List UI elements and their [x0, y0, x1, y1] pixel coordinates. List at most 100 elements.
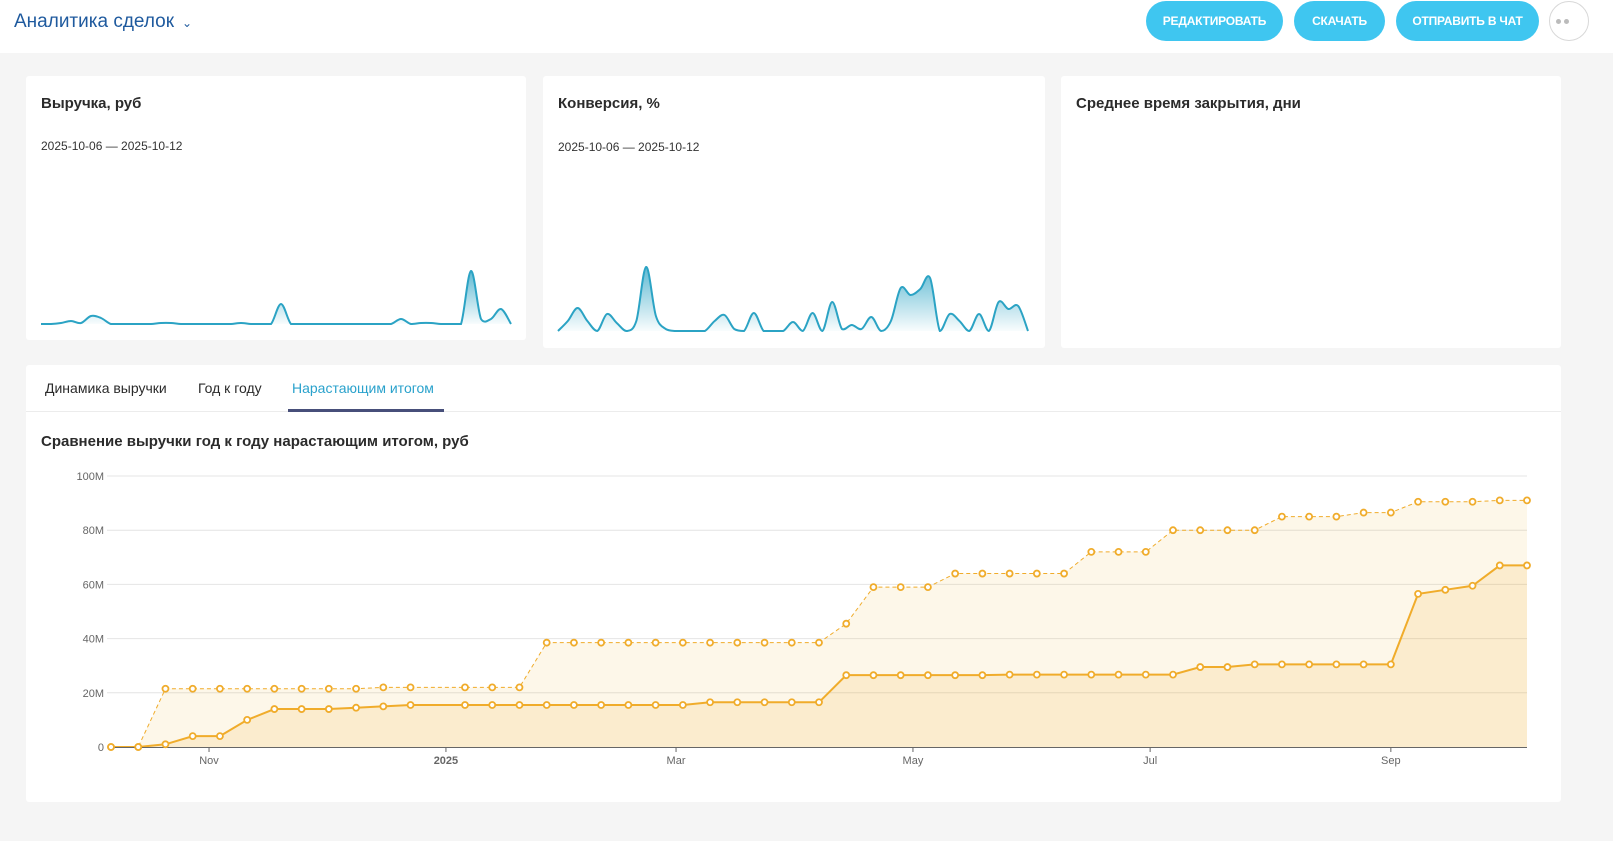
data-point-previous-year[interactable] — [243, 684, 252, 693]
data-point-current-year[interactable] — [1196, 663, 1205, 671]
dashboard-title-dropdown[interactable]: Аналитика сделок ⌄ — [14, 11, 192, 33]
data-point-current-year[interactable] — [896, 671, 905, 680]
data-point-previous-year[interactable] — [978, 569, 987, 578]
data-point-previous-year[interactable] — [1169, 526, 1177, 535]
data-point-current-year[interactable] — [678, 701, 687, 709]
data-point-previous-year[interactable] — [216, 684, 224, 693]
data-point-current-year[interactable] — [978, 671, 987, 680]
data-point-current-year[interactable] — [1141, 670, 1150, 679]
data-point-previous-year[interactable] — [597, 638, 606, 647]
data-point-current-year[interactable] — [624, 701, 633, 709]
data-point-previous-year[interactable] — [352, 684, 360, 693]
data-point-current-year[interactable] — [787, 698, 796, 707]
data-point-previous-year[interactable] — [461, 683, 469, 692]
tab-year-over-year[interactable]: Год к году — [198, 380, 262, 396]
data-point-previous-year[interactable] — [651, 638, 660, 647]
data-point-current-year[interactable] — [597, 701, 606, 709]
data-point-previous-year[interactable] — [406, 683, 415, 692]
data-point-current-year[interactable] — [297, 705, 306, 713]
data-point-previous-year[interactable] — [1114, 547, 1123, 556]
more-options-button[interactable] — [1549, 1, 1589, 41]
data-point-previous-year[interactable] — [1414, 497, 1422, 506]
data-point-previous-year[interactable] — [896, 583, 905, 592]
data-point-current-year[interactable] — [161, 740, 170, 749]
data-point-current-year[interactable] — [1414, 589, 1422, 598]
data-point-current-year[interactable] — [1278, 660, 1286, 669]
data-point-previous-year[interactable] — [1386, 508, 1395, 517]
data-point-current-year[interactable] — [134, 743, 143, 751]
data-point-current-year[interactable] — [1495, 561, 1504, 570]
download-button[interactable]: СКАЧАТЬ — [1294, 1, 1385, 41]
data-point-current-year[interactable] — [1468, 581, 1477, 590]
data-point-current-year[interactable] — [1523, 561, 1531, 570]
tab-cumulative[interactable]: Нарастающим итогом — [292, 380, 434, 396]
data-point-current-year[interactable] — [1169, 670, 1177, 679]
data-point-previous-year[interactable] — [624, 638, 633, 647]
data-point-previous-year[interactable] — [1495, 496, 1504, 505]
data-point-current-year[interactable] — [243, 715, 252, 724]
data-point-current-year[interactable] — [1332, 660, 1341, 669]
data-point-current-year[interactable] — [1223, 663, 1232, 671]
data-point-current-year[interactable] — [542, 701, 551, 709]
data-point-previous-year[interactable] — [1060, 569, 1068, 578]
data-point-current-year[interactable] — [1032, 670, 1041, 679]
data-point-previous-year[interactable] — [324, 684, 333, 693]
data-point-current-year[interactable] — [706, 698, 714, 707]
data-point-current-year[interactable] — [1060, 670, 1068, 679]
data-point-previous-year[interactable] — [542, 638, 551, 647]
data-point-current-year[interactable] — [951, 671, 960, 680]
data-point-previous-year[interactable] — [270, 684, 279, 693]
data-point-current-year[interactable] — [570, 701, 578, 709]
data-point-current-year[interactable] — [1305, 660, 1314, 669]
data-point-previous-year[interactable] — [815, 638, 823, 647]
data-point-previous-year[interactable] — [1441, 497, 1450, 506]
data-point-previous-year[interactable] — [1523, 496, 1531, 505]
data-point-current-year[interactable] — [651, 701, 660, 709]
data-point-previous-year[interactable] — [1250, 526, 1259, 535]
tab-revenue-dynamics[interactable]: Динамика выручки — [45, 380, 167, 396]
data-point-current-year[interactable] — [869, 671, 878, 680]
data-point-previous-year[interactable] — [1141, 547, 1150, 556]
data-point-current-year[interactable] — [379, 702, 388, 711]
data-point-current-year[interactable] — [107, 743, 115, 751]
data-point-previous-year[interactable] — [379, 683, 388, 692]
data-point-previous-year[interactable] — [1359, 508, 1368, 517]
data-point-previous-year[interactable] — [1005, 569, 1014, 578]
data-point-previous-year[interactable] — [842, 619, 851, 628]
data-point-previous-year[interactable] — [1087, 547, 1096, 556]
data-point-previous-year[interactable] — [570, 638, 578, 647]
data-point-previous-year[interactable] — [1032, 569, 1041, 578]
edit-button[interactable]: РЕДАКТИРОВАТЬ — [1146, 1, 1283, 41]
data-point-current-year[interactable] — [406, 701, 415, 709]
data-point-current-year[interactable] — [488, 701, 497, 709]
data-point-previous-year[interactable] — [733, 638, 742, 647]
data-point-previous-year[interactable] — [787, 638, 796, 647]
data-point-previous-year[interactable] — [1332, 512, 1341, 521]
data-point-current-year[interactable] — [924, 671, 932, 680]
data-point-current-year[interactable] — [1386, 660, 1395, 669]
data-point-current-year[interactable] — [324, 705, 333, 713]
data-point-current-year[interactable] — [216, 732, 224, 741]
data-point-previous-year[interactable] — [488, 683, 497, 692]
data-point-current-year[interactable] — [1114, 670, 1123, 679]
send-to-chat-button[interactable]: ОТПРАВИТЬ В ЧАТ — [1396, 1, 1539, 41]
data-point-current-year[interactable] — [842, 671, 851, 680]
data-point-previous-year[interactable] — [1223, 526, 1232, 535]
data-point-current-year[interactable] — [760, 698, 769, 707]
data-point-previous-year[interactable] — [297, 684, 306, 693]
data-point-previous-year[interactable] — [951, 569, 960, 578]
data-point-previous-year[interactable] — [1305, 512, 1314, 521]
data-point-current-year[interactable] — [1441, 585, 1450, 594]
data-point-current-year[interactable] — [1087, 670, 1096, 679]
data-point-previous-year[interactable] — [924, 583, 932, 592]
data-point-previous-year[interactable] — [1196, 526, 1205, 535]
data-point-previous-year[interactable] — [1468, 497, 1477, 506]
data-point-previous-year[interactable] — [869, 583, 878, 592]
data-point-current-year[interactable] — [270, 705, 279, 713]
data-point-previous-year[interactable] — [760, 638, 769, 647]
data-point-current-year[interactable] — [1005, 670, 1014, 679]
data-point-previous-year[interactable] — [161, 684, 170, 693]
data-point-previous-year[interactable] — [706, 638, 714, 647]
data-point-current-year[interactable] — [733, 698, 742, 707]
data-point-current-year[interactable] — [461, 701, 469, 709]
